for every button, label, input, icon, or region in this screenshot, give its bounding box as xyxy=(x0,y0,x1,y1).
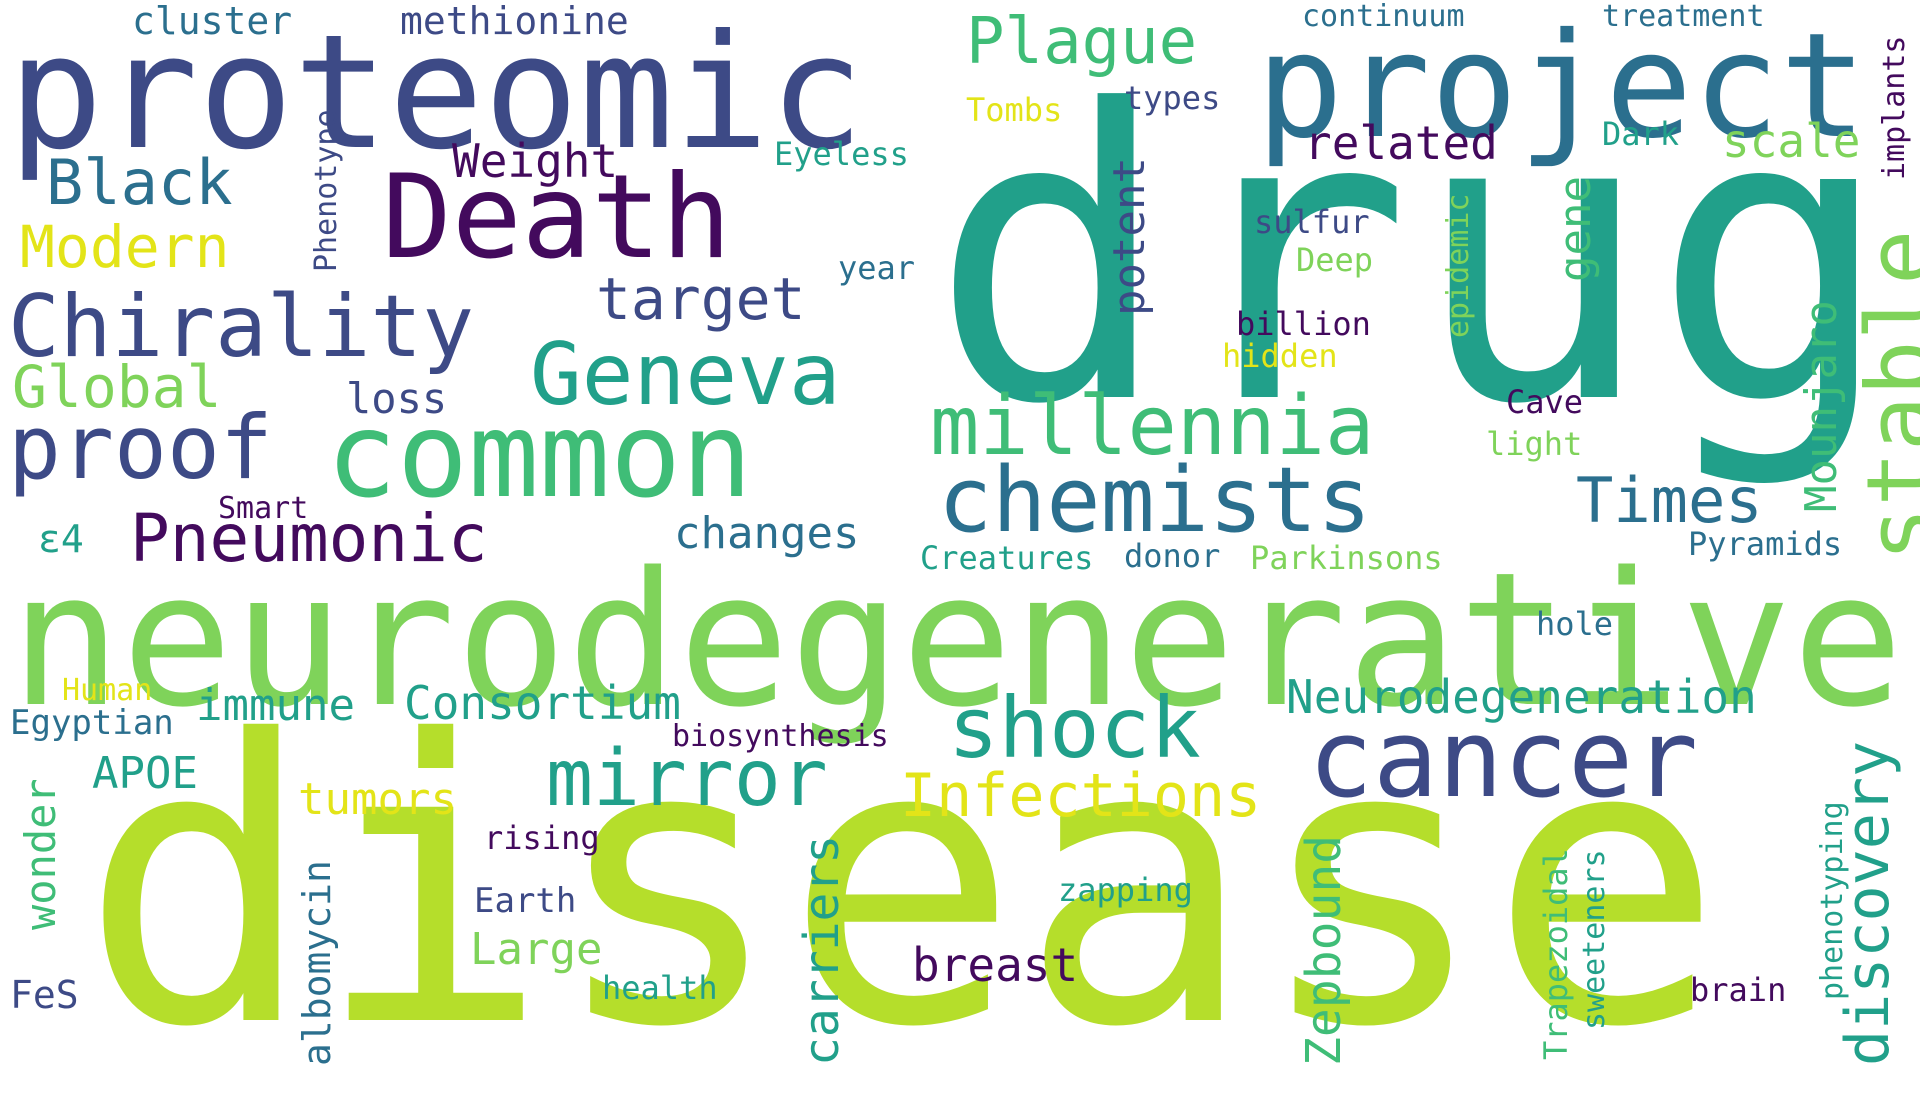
word-target: target xyxy=(596,265,806,333)
word-project: project xyxy=(1256,2,1868,171)
word-global: Global xyxy=(12,353,222,421)
word-hole: hole xyxy=(1536,605,1614,643)
word-rising: rising xyxy=(484,819,600,857)
word-cluster: cluster xyxy=(132,0,293,43)
word-epidemic: epidemic xyxy=(1441,193,1476,339)
word-death: Death xyxy=(382,150,732,285)
word-continuum: continuum xyxy=(1302,0,1465,34)
word-carriers: carriers xyxy=(794,834,850,1066)
word-sulfur: sulfur xyxy=(1254,203,1370,241)
word-modern: Modern xyxy=(20,213,230,281)
word-stable: stable xyxy=(1847,229,1920,562)
word-albomycin: albomycin xyxy=(295,860,339,1066)
word-phenotype: Phenotype xyxy=(309,109,344,272)
word-apoe: APOE xyxy=(92,748,198,799)
word-egyptian: Egyptian xyxy=(10,703,174,743)
word-neurodegenerative: neurodegenerative xyxy=(10,532,1904,748)
word-potent: potent xyxy=(1104,157,1155,316)
word-weight: Weight xyxy=(452,134,619,188)
word-year: year xyxy=(838,249,916,287)
word-dark: Dark xyxy=(1602,115,1680,153)
word-billion: billion xyxy=(1236,305,1371,343)
word-trapezoidal: Trapezoidal xyxy=(1537,848,1575,1060)
word-brain: brain xyxy=(1690,971,1787,1009)
word-millennia: millennia xyxy=(930,379,1375,474)
word-neurodegeneration: Neurodegeneration xyxy=(1286,670,1757,724)
word-chirality: Chirality xyxy=(8,277,474,377)
word-health: health xyxy=(602,969,718,1007)
word-immune: immune xyxy=(196,680,355,731)
word-e4: ε4 xyxy=(38,517,84,561)
word-chemists: chemists xyxy=(938,448,1372,553)
word-times: Times xyxy=(1576,464,1763,537)
word-parkinsons: Parkinsons xyxy=(1250,539,1443,577)
word-tumors: tumors xyxy=(298,774,457,825)
word-zapping: zapping xyxy=(1058,871,1193,909)
word-sweeteners: sweeteners xyxy=(1577,849,1612,1030)
word-proof: proof xyxy=(8,396,273,499)
word-infections: Infections xyxy=(900,761,1262,831)
word-earth: Earth xyxy=(474,881,577,921)
word-breast: breast xyxy=(912,938,1079,992)
word-hidden: hidden xyxy=(1222,337,1338,375)
word-shock: shock xyxy=(948,679,1201,777)
word-cloud: drug disease neurodegenerative proteomic… xyxy=(8,0,1920,1112)
word-pneumonic: Pneumonic xyxy=(130,500,488,577)
word-loss: loss xyxy=(346,374,448,423)
word-scale: scale xyxy=(1722,114,1861,168)
word-cancer: cancer xyxy=(1308,697,1699,822)
word-donor: donor xyxy=(1124,537,1221,575)
word-proteomic: proteomic xyxy=(8,1,865,185)
word-common: common xyxy=(326,386,753,524)
word-black: Black xyxy=(46,146,233,219)
word-creatures: Creatures xyxy=(920,539,1094,577)
word-methionine: methionine xyxy=(400,0,629,43)
word-types: types xyxy=(1124,79,1221,117)
word-phenotyping: phenotyping xyxy=(1815,801,1850,1000)
word-deep: Deep xyxy=(1296,241,1374,279)
word-gene: gene xyxy=(1550,176,1601,282)
word-mounjaro: Mounjaro xyxy=(1796,300,1847,512)
word-human: Human xyxy=(62,673,153,708)
word-biosynthesis: biosynthesis xyxy=(672,719,889,754)
word-consortium: Consortium xyxy=(404,676,681,730)
word-light: light xyxy=(1486,425,1583,463)
word-large: Large xyxy=(470,924,603,975)
word-tombs: Tombs xyxy=(966,91,1063,129)
word-cave: Cave xyxy=(1506,383,1584,421)
word-plague: Plague xyxy=(966,5,1198,79)
word-fes: FeS xyxy=(10,973,79,1017)
word-related: related xyxy=(1304,116,1498,170)
word-pyramids: Pyramids xyxy=(1688,525,1843,563)
word-geneva: Geneva xyxy=(530,325,841,425)
word-implants: implants xyxy=(1877,35,1912,181)
word-drug: drug xyxy=(930,27,1894,492)
word-mirror: mirror xyxy=(546,734,828,824)
word-disease: disease xyxy=(80,658,1724,1112)
word-zepbound: Zepbound xyxy=(1296,834,1352,1066)
word-wonder: wonder xyxy=(16,778,65,930)
word-changes: changes xyxy=(674,508,860,559)
word-smart: Smart xyxy=(218,491,309,526)
word-treatment: treatment xyxy=(1602,0,1765,34)
word-eyeless: Eyeless xyxy=(774,135,909,173)
